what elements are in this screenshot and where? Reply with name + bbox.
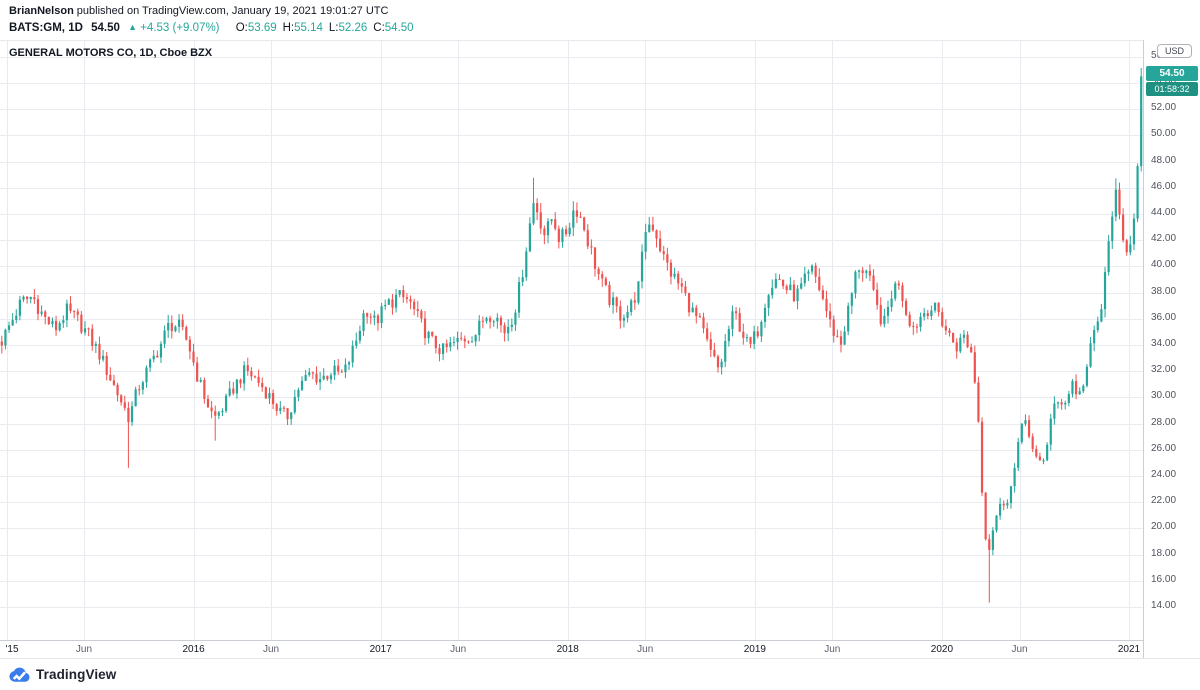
open-label: O: (235, 22, 248, 34)
tradingview-logo-icon (8, 667, 31, 683)
last-price-badge: 54.50 (1146, 66, 1198, 82)
symbol-interval-label: BATS:GM, 1D (9, 22, 83, 34)
high-value: 55.14 (294, 22, 323, 34)
snapshot-footer: TradingView (0, 658, 1200, 690)
price-tick-label: 52.00 (1151, 102, 1177, 114)
last-price-value: 54.50 (91, 22, 120, 34)
candles-up (4, 67, 1143, 556)
time-tick-label-year: 2016 (182, 644, 205, 655)
ohlc-values: O:53.69 H:55.14 L:52.26 C:54.50 (230, 22, 414, 34)
bar-countdown-badge: 01:58:32 (1146, 82, 1198, 97)
time-tick-label-month: Jun (263, 644, 280, 655)
price-tick-label: 24.00 (1151, 468, 1177, 480)
change-text: +4.53 (+9.07%) (140, 22, 220, 34)
published-text: published on TradingView.com, January 19… (76, 5, 389, 17)
price-tick-label: 40.00 (1151, 259, 1177, 271)
snapshot-header: BrianNelson published on TradingView.com,… (0, 0, 1200, 40)
open-value: 53.69 (247, 22, 277, 34)
close-value: 54.50 (384, 22, 414, 34)
price-tick-label: 30.00 (1151, 390, 1177, 402)
price-tick-label: 18.00 (1151, 547, 1177, 559)
time-tick-label-year: 2020 (930, 644, 954, 655)
price-tick-label: 48.00 (1151, 154, 1177, 166)
tradingview-brand-text: TradingView (36, 667, 117, 682)
price-tick-label: 34.00 (1151, 337, 1177, 349)
price-tick-label: 46.00 (1151, 180, 1177, 192)
chart-plot-area[interactable]: GENERAL MOTORS CO, 1D, Cboe BZX (0, 40, 1200, 641)
price-tick-label: 14.00 (1151, 599, 1177, 611)
published-line: BrianNelson published on TradingView.com,… (9, 5, 1200, 18)
price-tick-label: 44.00 (1151, 206, 1177, 218)
price-tick-label: 16.00 (1151, 573, 1177, 585)
currency-toggle-button[interactable]: USD (1157, 44, 1193, 58)
price-tick-label: 54.00 (1151, 76, 1176, 87)
time-tick-label-year: 2017 (369, 644, 392, 655)
time-tick-label-year: 2021 (1117, 644, 1141, 655)
price-change: ▲ +4.53 (+9.07%) (128, 22, 219, 34)
time-tick-label-month: Jun (824, 644, 841, 655)
time-tick-label-month: Jun (1011, 644, 1028, 655)
time-axis[interactable]: '15 Jun 2016 Jun 2017 Jun 2018 Jun 2019 Jun 2020 Ju… (0, 640, 1143, 658)
low-value: 52.26 (338, 22, 368, 34)
price-tick-label: 38.00 (1151, 285, 1177, 297)
tradingview-brand-link[interactable]: TradingView (8, 667, 116, 683)
time-tick-label-year: 2019 (743, 644, 766, 655)
chart-legend: GENERAL MOTORS CO, 1D, Cboe BZX (9, 47, 213, 59)
time-tick-label-year: 2018 (556, 644, 579, 655)
price-tick-label: 26.00 (1151, 442, 1177, 454)
high-label: H: (282, 22, 295, 34)
low-label: L: (328, 22, 339, 34)
candlestick-chart[interactable] (0, 41, 1143, 641)
candles-down (0, 182, 1128, 603)
time-tick-label-month: Jun (637, 644, 654, 655)
time-tick-label-year: '15 (5, 644, 19, 655)
author-name: BrianNelson (9, 5, 74, 17)
up-arrow-icon: ▲ (128, 22, 138, 32)
grid-lines (0, 41, 1143, 641)
symbol-line: BATS:GM, 1D 54.50 ▲ +4.53 (+9.07%) O:53.… (9, 20, 1200, 35)
time-tick-label-month: Jun (75, 644, 93, 655)
price-tick-label: 50.00 (1151, 128, 1177, 140)
price-tick-label: 32.00 (1151, 364, 1177, 376)
price-tick-label: 22.00 (1151, 495, 1177, 507)
price-tick-label: 42.00 (1151, 233, 1177, 245)
price-tick-label: 20.00 (1151, 521, 1177, 533)
time-tick-label-month: Jun (450, 644, 467, 655)
price-tick-label: 28.00 (1151, 416, 1177, 428)
close-label: C: (373, 22, 385, 34)
price-axis[interactable]: USD 54.50 01:58:32 14.00 16.00 18.00 20.00 2… (1143, 40, 1200, 658)
price-tick-label: 36.00 (1151, 311, 1177, 323)
